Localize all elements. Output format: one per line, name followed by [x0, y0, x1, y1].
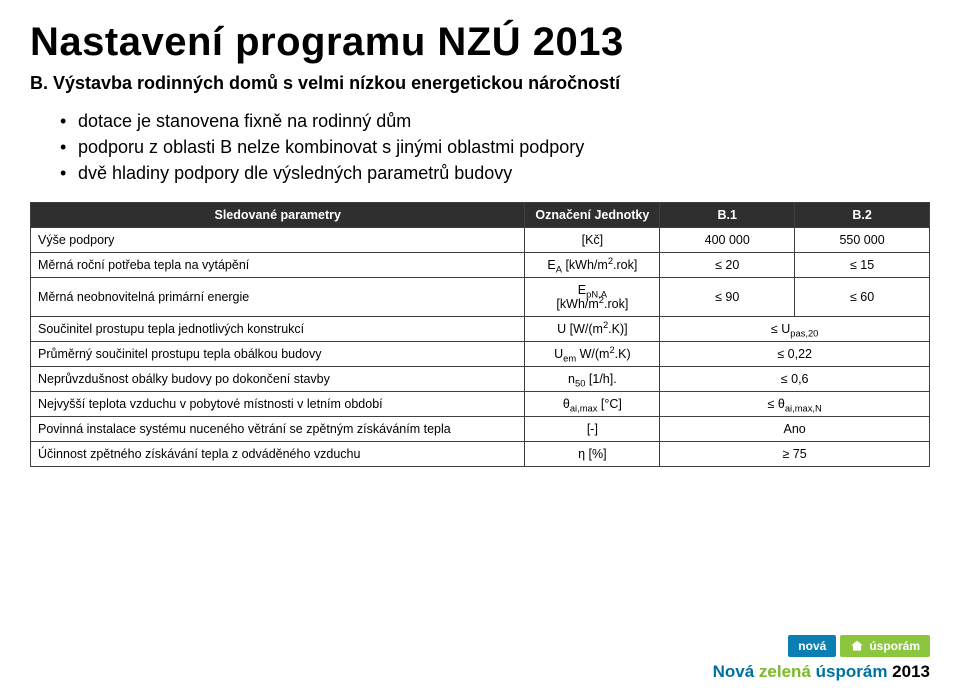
logo-chip-nova-text: nová: [798, 639, 826, 653]
col-header-b1: B.1: [660, 203, 795, 228]
cell-unit: θai,max [°C]: [525, 392, 660, 417]
table-row: Výše podpory[Kč]400 000550 000: [31, 228, 930, 253]
program-name-usporam: úsporám: [816, 662, 888, 681]
cell-b1: 400 000: [660, 228, 795, 253]
table-row: Účinnost zpětného získávání tepla z odvá…: [31, 442, 930, 467]
cell-value-merged: ≤ θai,max,N: [660, 392, 930, 417]
cell-unit: U [W/(m2.K)]: [525, 317, 660, 342]
table-header-row: Sledované parametry Označení Jednotky B.…: [31, 203, 930, 228]
cell-unit: [-]: [525, 417, 660, 442]
list-item: dvě hladiny podpory dle výsledných param…: [60, 160, 960, 186]
cell-b1: ≤ 90: [660, 278, 795, 317]
program-name-zelena: zelená: [759, 662, 811, 681]
cell-param: Měrná neobnovitelná primární energie: [31, 278, 525, 317]
bullet-list: dotace je stanovena fixně na rodinný dům…: [0, 108, 960, 198]
cell-unit: [Kč]: [525, 228, 660, 253]
table-body: Výše podpory[Kč]400 000550 000Měrná ročn…: [31, 228, 930, 467]
program-name-nova: Nová: [713, 662, 755, 681]
parameters-table: Sledované parametry Označení Jednotky B.…: [30, 202, 930, 467]
logo-chip-usporam-text: úsporám: [869, 639, 920, 653]
cell-value-merged: Ano: [660, 417, 930, 442]
col-header-param: Sledované parametry: [31, 203, 525, 228]
logo-chip-nova: nová: [788, 635, 836, 657]
logo-chips: nová úsporám: [713, 635, 930, 657]
cell-unit: EpN,A[kWh/m2.rok]: [525, 278, 660, 317]
col-header-b2: B.2: [795, 203, 930, 228]
cell-b2: ≤ 15: [795, 253, 930, 278]
list-item: podporu z oblasti B nelze kombinovat s j…: [60, 134, 960, 160]
cell-param: Povinná instalace systému nuceného větrá…: [31, 417, 525, 442]
table-row: Neprůvzdušnost obálky budovy po dokončen…: [31, 367, 930, 392]
table-row: Měrná neobnovitelná primární energieEpN,…: [31, 278, 930, 317]
cell-param: Průměrný součinitel prostupu tepla obálk…: [31, 342, 525, 367]
page-title: Nastavení programu NZÚ 2013: [0, 0, 960, 73]
cell-value-merged: ≤ 0,22: [660, 342, 930, 367]
cell-param: Součinitel prostupu tepla jednotlivých k…: [31, 317, 525, 342]
cell-b2: 550 000: [795, 228, 930, 253]
section-subtitle: B. Výstavba rodinných domů s velmi nízko…: [0, 73, 960, 108]
table-row: Měrná roční potřeba tepla na vytápěníEA …: [31, 253, 930, 278]
cell-value-merged: ≤ Upas,20: [660, 317, 930, 342]
logo-chip-usporam: úsporám: [840, 635, 930, 657]
cell-value-merged: ≥ 75: [660, 442, 930, 467]
table-row: Nejvyšší teplota vzduchu v pobytové míst…: [31, 392, 930, 417]
house-icon: [850, 639, 864, 653]
cell-b2: ≤ 60: [795, 278, 930, 317]
table-row: Povinná instalace systému nuceného větrá…: [31, 417, 930, 442]
cell-unit: n50 [1/h].: [525, 367, 660, 392]
cell-param: Neprůvzdušnost obálky budovy po dokončen…: [31, 367, 525, 392]
cell-param: Měrná roční potřeba tepla na vytápění: [31, 253, 525, 278]
table-row: Průměrný součinitel prostupu tepla obálk…: [31, 342, 930, 367]
cell-unit: Uem W/(m2.K): [525, 342, 660, 367]
cell-b1: ≤ 20: [660, 253, 795, 278]
col-header-unit: Označení Jednotky: [525, 203, 660, 228]
table-row: Součinitel prostupu tepla jednotlivých k…: [31, 317, 930, 342]
program-name-year: 2013: [892, 662, 930, 681]
program-name: Nová zelená úsporám 2013: [713, 662, 930, 682]
cell-param: Výše podpory: [31, 228, 525, 253]
footer-logo-block: nová úsporám Nová zelená úsporám 2013: [713, 635, 930, 682]
cell-unit: EA [kWh/m2.rok]: [525, 253, 660, 278]
cell-unit: η [%]: [525, 442, 660, 467]
cell-param: Nejvyšší teplota vzduchu v pobytové míst…: [31, 392, 525, 417]
cell-value-merged: ≤ 0,6: [660, 367, 930, 392]
cell-param: Účinnost zpětného získávání tepla z odvá…: [31, 442, 525, 467]
list-item: dotace je stanovena fixně na rodinný dům: [60, 108, 960, 134]
